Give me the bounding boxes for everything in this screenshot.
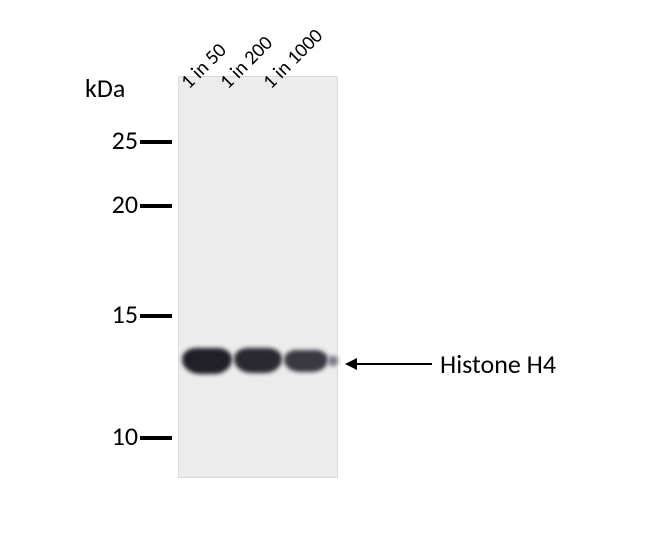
arrow-line (355, 363, 432, 365)
mw-tick-10 (140, 436, 172, 440)
mw-label-10: 10 (98, 420, 138, 452)
mw-label-25: 25 (98, 124, 138, 156)
mw-tick-20 (140, 204, 172, 208)
mw-tick-15 (140, 314, 172, 318)
band-edge-spot (328, 356, 338, 366)
band-lane-3 (284, 350, 328, 372)
blot-membrane (178, 76, 338, 478)
mw-label-15: 15 (98, 298, 138, 330)
band-annotation: Histone H4 (440, 348, 556, 380)
figure-canvas: kDa 25 20 15 10 1 in 50 1 in 200 1 in 10… (0, 0, 650, 557)
band-lane-1 (182, 348, 232, 374)
band-lane-2 (234, 348, 282, 373)
mw-tick-25 (140, 140, 172, 144)
unit-label: kDa (85, 72, 125, 104)
mw-label-20: 20 (98, 188, 138, 220)
